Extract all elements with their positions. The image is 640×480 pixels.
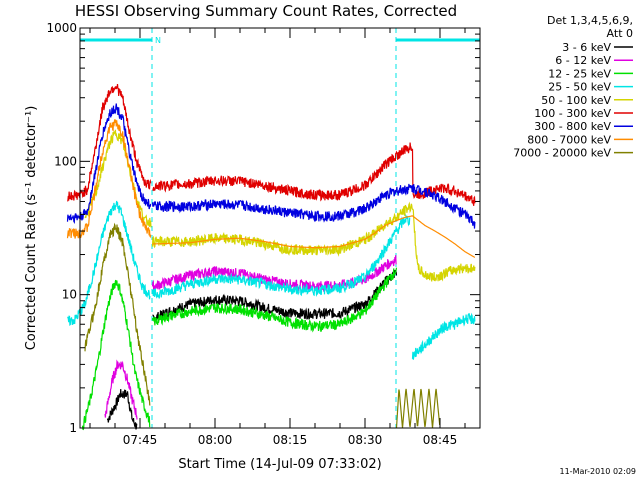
series-7-segment-1 [152, 215, 476, 258]
plot-frame [79, 27, 481, 429]
timestamp: 11-Mar-2010 02:09 [560, 467, 637, 476]
x-tick-label-4: 08:45 [423, 433, 458, 447]
series-3-segment-1 [151, 213, 411, 299]
series-3 [67, 200, 476, 360]
y-tick-label-0: 1 [69, 421, 77, 435]
series-0-segment-0 [106, 389, 138, 430]
series-5-segment-1 [152, 142, 476, 206]
series-3-segment-0 [67, 200, 151, 327]
chart-title: HESSI Observing Summary Count Rates, Cor… [75, 2, 457, 20]
y-axis-label: Corrected Count Rate (s⁻¹ detector⁻¹) [24, 106, 39, 351]
x-tick-label-3: 08:30 [348, 433, 383, 447]
series-0 [106, 269, 398, 430]
y-tick-label-1: 10 [62, 288, 77, 302]
x-tick-label-2: 08:15 [273, 433, 308, 447]
legend-label-8: 7000 - 20000 keV [513, 147, 611, 160]
legend-label-5: 100 - 300 keV [534, 107, 611, 120]
series-0-segment-1 [152, 269, 398, 324]
series-4-segment-0 [84, 129, 152, 228]
series-5-segment-0 [66, 83, 152, 202]
legend-header-line-2: Att 0 [607, 27, 633, 40]
y-tick-label-3: 1000 [46, 21, 77, 35]
y-tick-labels: 1 10 100 1000 [46, 21, 77, 435]
series-2-segment-1 [151, 267, 398, 333]
x-axis-label: Start Time (14-Jul-09 07:33:02) [178, 457, 381, 472]
legend-label-3: 25 - 50 keV [548, 81, 611, 94]
legend-label-7: 800 - 7000 keV [527, 133, 611, 146]
series-6 [66, 103, 476, 229]
x-tick-label-0: 07:45 [123, 433, 158, 447]
axes [79, 27, 481, 429]
series-5 [66, 83, 476, 206]
legend-label-0: 3 - 6 keV [562, 41, 611, 54]
series-1-segment-0 [104, 359, 138, 420]
legend-label-6: 300 - 800 keV [534, 120, 611, 133]
series-7 [66, 119, 476, 258]
series-2-segment-0 [81, 279, 151, 431]
series-6-segment-1 [151, 183, 476, 229]
legend-label-4: 50 - 100 keV [541, 94, 611, 107]
night-marker-label: N [155, 36, 161, 45]
legend-label-1: 6 - 12 keV [555, 54, 611, 67]
series-6-segment-0 [66, 103, 152, 225]
x-tick-label-1: 08:00 [198, 433, 233, 447]
y-tick-label-2: 100 [54, 154, 77, 168]
series-8-segment-0 [84, 222, 151, 406]
legend-label-2: 12 - 25 keV [548, 67, 611, 80]
series-3-segment-2 [411, 312, 476, 360]
series-2 [81, 267, 398, 431]
series-lines [66, 83, 476, 431]
x-tick-labels: 07:45 08:00 08:15 08:30 08:45 [123, 433, 458, 447]
legend-header-line-1: Det 1,3,4,5,6,9, [547, 14, 633, 27]
series-7-segment-0 [66, 119, 152, 239]
